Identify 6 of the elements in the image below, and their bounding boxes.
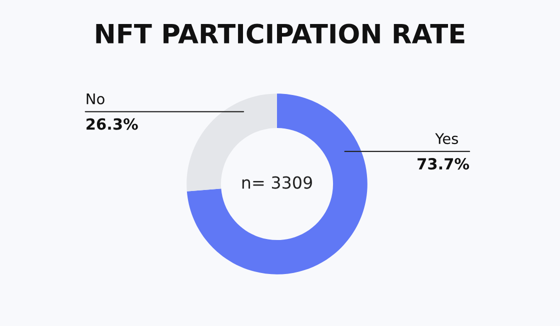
chart-title: NFT PARTICIPATION RATE [96,24,464,44]
slice-label: Yes [435,133,458,144]
slice-label: No [86,93,104,104]
text: n= 3309 [242,176,312,189]
data-label: 26.3% [86,118,138,130]
data-label: 73.7% [418,158,470,170]
